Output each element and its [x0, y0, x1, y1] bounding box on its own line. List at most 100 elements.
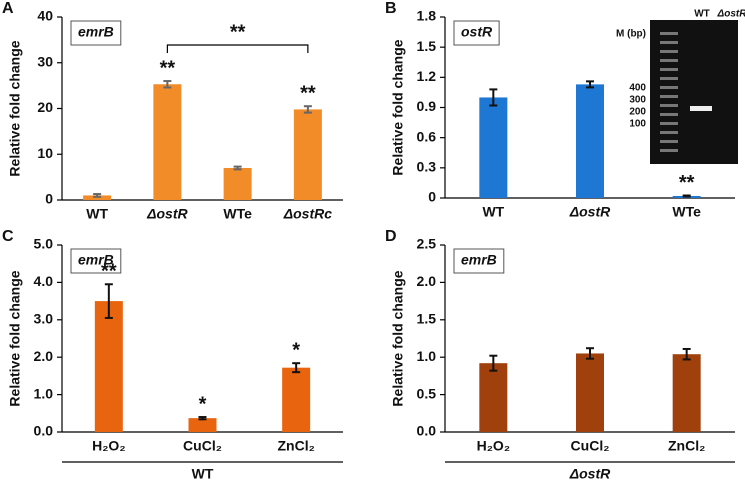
gel-ladder-band [660, 68, 678, 71]
gel-ladder-band [660, 50, 678, 53]
panel-label-box [453, 248, 505, 274]
y-axis-title: Relative fold change [390, 39, 406, 175]
error-bar [104, 283, 113, 319]
group-label: WT [192, 466, 214, 482]
panel-label-box [70, 20, 122, 46]
x-tick-label: ZnCl₂ [668, 438, 705, 454]
bar [188, 418, 217, 432]
y-tick-label: 2.0 [34, 348, 54, 364]
error-bar [93, 193, 102, 198]
gel-ladder-band [660, 86, 678, 89]
gel-band [690, 106, 712, 111]
error-bar [586, 347, 594, 360]
gel-ladder-band [660, 59, 678, 62]
panel-label: ostR [461, 24, 493, 40]
panel-label: emrB [461, 252, 497, 268]
gel-ladder-band [660, 140, 678, 143]
y-tick-label: 10 [37, 145, 53, 161]
y-tick-label: 1.0 [34, 385, 54, 401]
bar [576, 353, 604, 432]
y-tick-label: 1.5 [417, 38, 437, 54]
gel-ladder-band [660, 41, 678, 44]
x-tick-label: WTe [672, 204, 701, 220]
error-bar [233, 165, 242, 171]
y-tick-label: 0 [45, 191, 53, 207]
error-bar [303, 105, 312, 114]
x-tick-label: H₂O₂ [92, 438, 125, 454]
error-bar [489, 88, 498, 107]
y-tick-label: 40 [37, 8, 53, 24]
x-tick-label: CuCl₂ [183, 438, 222, 454]
bar [479, 363, 508, 432]
panel-letter: D [385, 228, 397, 245]
y-axis-title: Relative fold change [7, 40, 23, 176]
bar [479, 97, 508, 198]
y-tick-label: 0.5 [417, 385, 437, 401]
significance-label: ** [230, 21, 246, 43]
significance-bracket [166, 44, 309, 53]
x-tick-label: ΔostR [146, 206, 188, 222]
y-tick-label: 1.2 [417, 68, 437, 84]
error-bar [682, 194, 691, 198]
error-bar [198, 416, 207, 421]
significance-label: * [199, 393, 207, 415]
panel-letter: A [2, 0, 14, 17]
gel-ladder-band [660, 77, 678, 80]
x-tick-label: ZnCl₂ [278, 438, 315, 454]
panel-letter: B [385, 0, 397, 17]
bar [293, 109, 322, 200]
error-bar [586, 80, 594, 89]
bar [576, 84, 604, 198]
gel-ladder-band [660, 104, 678, 107]
y-tick-label: 0.6 [417, 128, 437, 144]
gel-lane-label: WT [694, 9, 710, 20]
y-tick-label: 0.3 [417, 159, 437, 175]
y-tick-label: 30 [37, 53, 53, 69]
significance-label: * [292, 339, 300, 361]
panel-label: emrB [78, 24, 114, 40]
gel-ladder-band [660, 95, 678, 98]
gel-marker-size: 400 [629, 83, 646, 94]
bar [223, 167, 252, 200]
y-tick-label: 1.8 [417, 8, 437, 24]
x-tick-label: ΔostRc [283, 206, 333, 222]
significance-label: ** [679, 172, 695, 194]
significance-label: ** [160, 57, 176, 79]
bar [153, 84, 182, 200]
error-bar [489, 354, 498, 372]
y-tick-label: 0.0 [417, 423, 437, 439]
gel-ladder-band [660, 131, 678, 134]
y-tick-label: 2.5 [417, 236, 437, 252]
error-bar [163, 80, 172, 89]
significance-label: ** [300, 82, 316, 104]
group-label: ΔostR [569, 466, 611, 482]
y-axis-title: Relative fold change [7, 270, 23, 406]
y-tick-label: 0 [428, 189, 436, 205]
panel-label-box [453, 20, 500, 46]
gel-ladder-band [660, 122, 678, 125]
gel-marker-title: M (bp) [616, 29, 646, 40]
bar [672, 354, 701, 432]
gel-marker-size: 100 [629, 119, 646, 130]
error-bar [682, 347, 691, 361]
gel-marker-size: 200 [629, 107, 646, 118]
y-tick-label: 0.0 [34, 423, 54, 439]
bar [282, 367, 311, 432]
x-tick-label: CuCl₂ [571, 438, 610, 454]
error-bar [292, 362, 301, 374]
y-tick-label: 3.0 [34, 311, 54, 327]
y-tick-label: 4.0 [34, 273, 54, 289]
y-tick-label: 5.0 [34, 236, 54, 252]
y-tick-label: 0.9 [417, 98, 437, 114]
gel-marker-size: 300 [629, 95, 646, 106]
y-tick-label: 1.0 [417, 348, 437, 364]
panel-label: emrB [78, 252, 114, 268]
y-tick-label: 2.0 [417, 273, 437, 289]
bar [94, 301, 123, 432]
x-tick-label: WTe [223, 206, 252, 222]
x-tick-label: WT [482, 204, 504, 220]
gel-lane-label: ΔostR [717, 9, 745, 20]
significance-label: ** [101, 261, 117, 283]
y-tick-label: 20 [37, 99, 53, 115]
